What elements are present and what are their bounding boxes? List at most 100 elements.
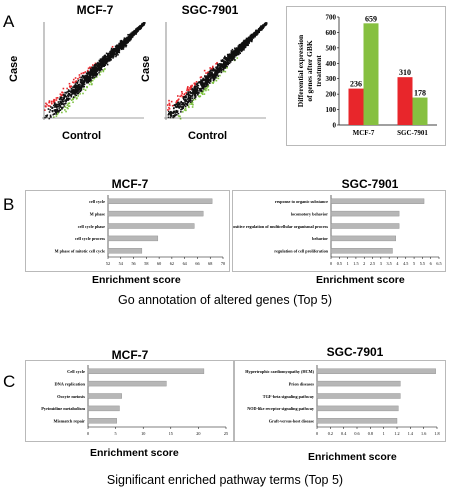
scatter-point xyxy=(231,54,234,57)
hbar-xtick-label: 3.5 xyxy=(387,261,392,266)
scatter-point xyxy=(58,107,61,109)
scatter-point xyxy=(86,79,89,82)
scatter-point xyxy=(176,100,178,102)
scatter-point xyxy=(66,106,68,109)
scatter-point xyxy=(64,100,66,102)
scatter-point xyxy=(231,48,234,51)
scatter-point xyxy=(125,45,127,48)
scatter-point xyxy=(237,45,240,47)
scatter-point xyxy=(188,106,190,109)
scatter-point xyxy=(103,55,106,57)
scatter-point xyxy=(247,44,249,47)
scatter-point xyxy=(239,52,241,55)
scatter-point xyxy=(237,52,239,54)
scatter-point xyxy=(224,70,227,73)
scatter-point xyxy=(85,72,88,75)
scatter-point xyxy=(194,82,196,85)
scatter-point xyxy=(229,59,232,62)
scatter-point xyxy=(95,71,97,74)
scatter-point xyxy=(56,108,59,111)
scatter-point xyxy=(228,53,231,56)
scatter-point xyxy=(49,115,52,118)
scatter-point xyxy=(64,96,66,98)
scatter-point xyxy=(97,65,99,67)
scatter-point xyxy=(238,48,240,51)
scatter-point xyxy=(132,33,134,35)
scatter-point xyxy=(102,56,104,58)
scatter-point xyxy=(58,103,60,105)
scatter-point xyxy=(204,85,206,88)
scatter-point xyxy=(260,28,262,30)
scatter-point xyxy=(98,63,101,65)
scatter-point xyxy=(180,111,182,113)
scatter-point xyxy=(103,61,106,63)
scatter-point xyxy=(193,97,196,99)
scatter-point xyxy=(250,36,253,39)
scatter-point xyxy=(112,51,115,54)
scatter-point xyxy=(52,113,55,116)
scatter-point xyxy=(48,101,51,103)
scatter-point xyxy=(190,102,193,105)
scatter-point xyxy=(66,104,69,106)
scatter-point xyxy=(220,71,223,74)
scatter-point xyxy=(53,101,56,104)
scatter-point xyxy=(195,81,198,83)
scatter-point xyxy=(210,73,213,75)
scatter-point xyxy=(70,94,72,97)
scatter-point xyxy=(246,37,249,40)
scatter-point xyxy=(183,95,186,98)
scatter-point xyxy=(205,80,207,83)
scatter-point xyxy=(108,52,111,55)
scatter-point xyxy=(106,56,108,58)
hbar-category-label: Graft-versus-host disease xyxy=(269,419,314,424)
scatter-point xyxy=(45,105,47,108)
scatter-point xyxy=(87,67,90,70)
scatter-point xyxy=(87,80,90,83)
scatter-point xyxy=(205,75,208,77)
scatter-point xyxy=(181,92,184,95)
a-bar-ytick-label: 500 xyxy=(326,44,337,52)
scatter-point xyxy=(73,89,76,92)
scatter-point xyxy=(128,37,130,40)
a-bar-0-1 xyxy=(397,77,413,125)
scatter-point xyxy=(70,95,73,98)
scatter-point xyxy=(225,58,228,60)
scatter-point xyxy=(191,92,193,94)
scatter-point xyxy=(205,78,207,80)
hbar-xtick-label: 1 xyxy=(347,261,349,266)
scatter-point xyxy=(74,83,77,86)
scatter-point xyxy=(120,47,123,50)
scatter-point xyxy=(170,113,172,115)
scatter-point xyxy=(229,56,232,58)
scatter-point xyxy=(48,100,51,102)
hbar-bar xyxy=(87,418,117,424)
hbar-xtick-label: 0.4 xyxy=(341,431,347,436)
scatter-point xyxy=(98,72,100,74)
c-sgc-frame: Hypertrophic cardiomyopathy (HCM) Prion d… xyxy=(234,360,446,442)
scatter-point xyxy=(214,72,216,74)
scatter-point xyxy=(199,89,201,91)
scatter-point xyxy=(53,100,56,103)
scatter-point xyxy=(212,80,215,83)
scatter-point xyxy=(206,81,209,84)
scatter-point xyxy=(70,88,73,90)
scatter-point xyxy=(98,59,101,62)
scatter-point xyxy=(110,49,112,52)
hbar-xtick-label: 1.8 xyxy=(434,431,439,436)
scatter-point xyxy=(135,33,137,35)
hbar-xtick-label: 20 xyxy=(196,431,200,436)
scatter-point xyxy=(94,68,97,71)
scatter-point xyxy=(81,78,83,81)
scatter-point xyxy=(78,89,80,91)
scatter-point xyxy=(78,76,81,79)
scatter-point xyxy=(235,54,238,57)
scatter-point xyxy=(65,99,67,101)
scatter-point xyxy=(73,85,76,87)
scatter-point xyxy=(103,59,106,62)
scatter-point xyxy=(72,81,75,84)
scatter-point xyxy=(106,57,108,60)
hbar-xtick-label: 56 xyxy=(131,261,135,266)
scatter-point xyxy=(91,74,93,76)
scatter-point xyxy=(233,53,235,56)
scatter-point xyxy=(192,93,194,95)
